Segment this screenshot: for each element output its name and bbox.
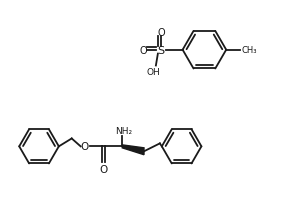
Text: NH₂: NH₂ [115,126,132,135]
Text: O: O [157,28,165,38]
Text: S: S [157,45,164,55]
Text: O: O [139,45,147,55]
Text: O: O [80,142,89,152]
Polygon shape [122,145,144,155]
Text: O: O [99,164,107,174]
Text: OH: OH [146,68,160,77]
Text: CH₃: CH₃ [241,46,257,55]
